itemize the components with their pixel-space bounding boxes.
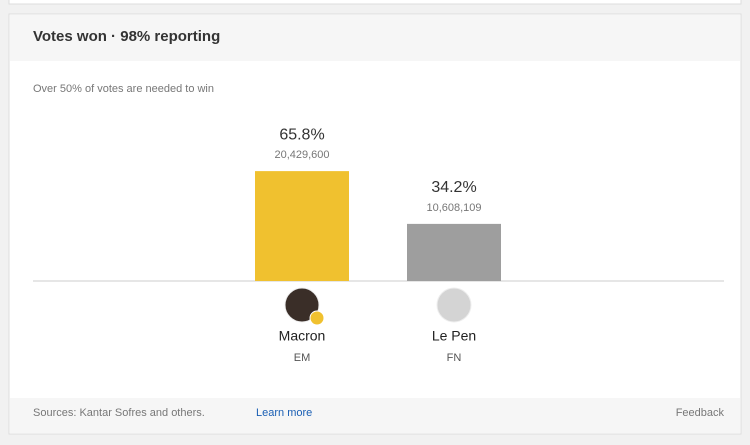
avatar [436, 287, 472, 323]
bar [255, 171, 349, 281]
candidate-name: Le Pen [432, 328, 476, 344]
note: Over 50% of votes are needed to win [33, 83, 214, 95]
value-label: 34.2% [431, 179, 476, 196]
candidate-name: Macron [279, 328, 326, 344]
value-label: 65.8% [279, 126, 324, 143]
card-title: Votes won · 98% reporting [33, 28, 220, 45]
card [8, 13, 742, 435]
party: EM [294, 352, 311, 364]
winner-badge [309, 310, 325, 326]
bar [407, 223, 501, 281]
card-header [10, 15, 740, 61]
feedback[interactable]: Feedback [676, 407, 725, 419]
vote-count: 20,429,600 [274, 149, 329, 161]
previous-card [8, 0, 742, 5]
card-footer [10, 398, 740, 433]
vote-count: 10,608,109 [426, 202, 481, 214]
avatar [284, 287, 320, 323]
party: FN [447, 352, 462, 364]
sources: Sources: Kantar Sofres and others. [33, 407, 205, 419]
learn-more[interactable]: Learn more [256, 407, 312, 419]
